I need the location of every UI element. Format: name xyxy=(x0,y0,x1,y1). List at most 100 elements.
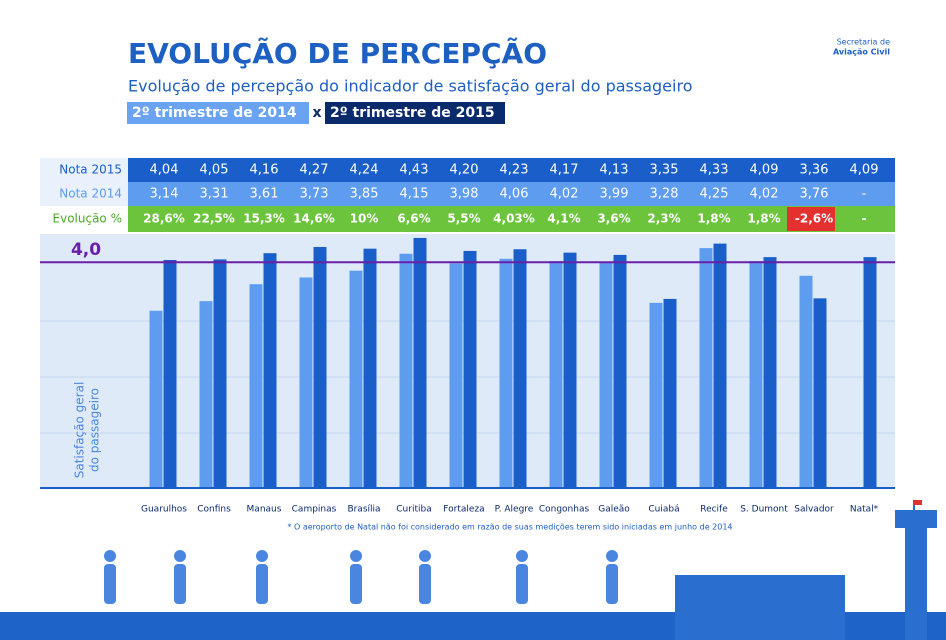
bar xyxy=(649,302,663,488)
chart-title: EVOLUÇÃO DE PERCEPÇÃO xyxy=(128,36,547,70)
x-tick-label: Recife xyxy=(700,505,728,515)
table-value: 3,76 xyxy=(800,187,829,202)
bar xyxy=(599,262,613,488)
table-value: 14,6% xyxy=(293,212,335,226)
bar xyxy=(713,243,727,488)
x-tick-label: Curitiba xyxy=(396,505,431,515)
table-value: 3,31 xyxy=(200,187,229,202)
bar xyxy=(299,277,313,488)
table-value: 15,3% xyxy=(243,212,285,226)
bar xyxy=(863,257,877,488)
row-bg xyxy=(128,206,895,232)
table-value: 1,8% xyxy=(697,212,730,226)
bar xyxy=(763,257,777,488)
row-bg xyxy=(128,158,895,182)
bar xyxy=(399,253,413,488)
bar xyxy=(263,253,277,488)
bar xyxy=(449,263,463,488)
table-value: 10% xyxy=(350,212,379,226)
y-tick-label: 4,0 xyxy=(71,240,101,260)
row-label: Nota 2015 xyxy=(59,163,122,177)
y-axis-label: do passageiro xyxy=(88,388,102,472)
period-sep: x xyxy=(312,105,321,121)
table-value: 3,14 xyxy=(150,187,179,202)
bar xyxy=(563,252,577,488)
table-value: 4,43 xyxy=(400,163,429,178)
row-label-bg xyxy=(40,158,128,182)
x-tick-label: Manaus xyxy=(247,505,282,515)
table-value: 4,05 xyxy=(200,163,229,178)
table-value: 4,23 xyxy=(500,163,529,178)
period-b: 2º trimestre de 2015 xyxy=(330,105,495,121)
bar xyxy=(513,249,527,488)
x-tick-label: Galeão xyxy=(598,505,630,515)
bar xyxy=(249,284,263,488)
x-tick-label: Guarulhos xyxy=(141,505,187,515)
bar xyxy=(749,261,763,488)
x-tick-label: Congonhas xyxy=(539,505,590,515)
bar xyxy=(549,261,563,488)
period-a: 2º trimestre de 2014 xyxy=(132,105,297,121)
table-value: 4,17 xyxy=(550,163,579,178)
table-value: - xyxy=(862,187,867,202)
table-value: 4,15 xyxy=(400,187,429,202)
row-label-bg xyxy=(40,182,128,206)
table-value: 22,5% xyxy=(193,212,235,226)
people xyxy=(104,550,618,604)
x-tick-label: Brasília xyxy=(347,505,380,515)
bar xyxy=(413,237,427,488)
table-value: 3,98 xyxy=(450,187,479,202)
x-tick-label: Campinas xyxy=(292,505,337,515)
table-value: 4,09 xyxy=(750,163,779,178)
table-value: 4,24 xyxy=(350,163,379,178)
x-tick-label: Salvador xyxy=(794,505,834,515)
table-value: 5,5% xyxy=(447,212,480,226)
x-tick-label: Cuiabá xyxy=(648,505,679,515)
bar xyxy=(349,270,363,488)
x-tick-label: Fortaleza xyxy=(443,505,484,515)
logo-line: Aviação Civil xyxy=(833,48,890,57)
x-tick-label: Confins xyxy=(197,505,231,515)
table-value: 2,3% xyxy=(647,212,680,226)
bar xyxy=(613,254,627,488)
x-tick-label: Natal* xyxy=(850,505,879,515)
bar xyxy=(213,259,227,488)
row-bg xyxy=(128,182,895,206)
table-value: 4,13 xyxy=(600,163,629,178)
bar xyxy=(163,259,177,488)
footnote: * O aeroporto de Natal não foi considera… xyxy=(287,523,732,532)
table-value: 28,6% xyxy=(143,212,185,226)
negative-cell xyxy=(787,207,835,231)
table-value: 4,27 xyxy=(300,163,329,178)
table-value: 4,16 xyxy=(250,163,279,178)
bar xyxy=(199,301,213,488)
table-value: 4,04 xyxy=(150,163,179,178)
chart-subtitle: Evolução de percepção do indicador de sa… xyxy=(128,77,692,96)
table-value: 4,33 xyxy=(700,163,729,178)
logo-line: Secretaria de xyxy=(837,38,891,47)
table-value: - xyxy=(862,212,867,226)
scenery xyxy=(675,500,937,640)
period-b-bg xyxy=(325,102,505,124)
table-value: 1,8% xyxy=(747,212,780,226)
row-label-bg xyxy=(40,206,128,232)
bar xyxy=(813,298,827,488)
table-value: 6,6% xyxy=(397,212,430,226)
table-value: 3,28 xyxy=(650,187,679,202)
table-value: 4,02 xyxy=(750,187,779,202)
x-tick-label: S. Dumont xyxy=(740,505,788,515)
table-value: 3,99 xyxy=(600,187,629,202)
bar xyxy=(799,275,813,488)
table-value: 4,09 xyxy=(850,163,879,178)
table-value: 3,6% xyxy=(597,212,630,226)
table-value: 4,20 xyxy=(450,163,479,178)
bar xyxy=(699,248,713,488)
table-value: 3,61 xyxy=(250,187,279,202)
period-a-bg xyxy=(127,102,309,124)
table-value: 4,02 xyxy=(550,187,579,202)
row-label: Nota 2014 xyxy=(59,187,122,201)
table-value: 3,36 xyxy=(800,163,829,178)
bar xyxy=(663,298,677,488)
table-value: 3,73 xyxy=(300,187,329,202)
